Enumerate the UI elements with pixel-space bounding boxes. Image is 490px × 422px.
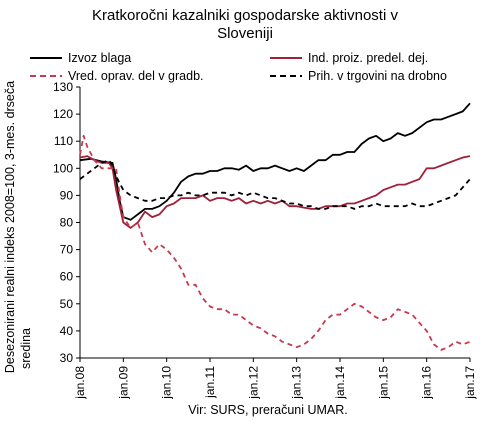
- x-tick-label: jan.14: [333, 366, 347, 400]
- series-line-1: [79, 155, 471, 229]
- y-ticks: 30 40 50 60 70 80 90 100 110 120 130: [53, 80, 80, 365]
- series-line-3: [79, 159, 471, 210]
- y-tick-label: 80: [60, 216, 74, 230]
- y-tick-label: 60: [60, 270, 74, 284]
- legend-label-trgovina: Prih. v trgovini na drobno: [308, 69, 447, 83]
- y-tick-label: 120: [53, 107, 73, 121]
- series-line-0: [79, 102, 471, 221]
- y-tick-label: 90: [60, 188, 74, 202]
- y-axis-label-line-1: Desezonirani realni indeks 2008=100, 3-m…: [3, 81, 17, 373]
- chart-title-line-1: Kratkoročni kazalniki gospodarske aktivn…: [92, 7, 398, 24]
- y-tick-label: 130: [53, 80, 73, 94]
- y-axis-label-line-2: sredina: [19, 328, 33, 369]
- y-tick-label: 110: [54, 134, 73, 148]
- y-tick-label: 70: [60, 243, 74, 257]
- legend: Izvoz blaga Ind. proiz. predel. dej. Vre…: [30, 51, 447, 83]
- y-tick-label: 30: [60, 351, 74, 365]
- x-tick-label: jan.10: [160, 366, 174, 400]
- x-tick-label: jan.08: [73, 366, 87, 400]
- x-tick-label: jan.11: [203, 366, 217, 399]
- x-tick-label: jan.17: [463, 366, 477, 400]
- x-tick-label: jan.16: [420, 366, 434, 400]
- y-tick-label: 100: [53, 161, 73, 175]
- legend-label-ind-proiz: Ind. proiz. predel. dej.: [308, 51, 428, 65]
- x-tick-label: jan.09: [116, 366, 130, 400]
- series-line-2: [79, 134, 471, 351]
- chart-title-line-2: Sloveniji: [217, 25, 273, 42]
- legend-label-gradb: Vred. oprav. del v gradb.: [68, 69, 204, 83]
- x-ticks: jan.08 jan.09 jan.10 jan.11 jan.12 jan.13 jan.…: [73, 358, 477, 400]
- y-tick-label: 40: [60, 324, 74, 338]
- series-lines: [79, 102, 471, 351]
- x-tick-label: jan.13: [290, 366, 304, 400]
- y-axis-label: Desezonirani realni indeks 2008=100, 3-m…: [3, 81, 33, 373]
- x-tick-label: jan.12: [246, 366, 260, 400]
- legend-label-izvoz: Izvoz blaga: [68, 51, 131, 65]
- x-tick-label: jan.15: [376, 366, 390, 400]
- source-note: Vir: SURS, preračuni UMAR.: [188, 403, 348, 417]
- y-tick-label: 50: [60, 297, 74, 311]
